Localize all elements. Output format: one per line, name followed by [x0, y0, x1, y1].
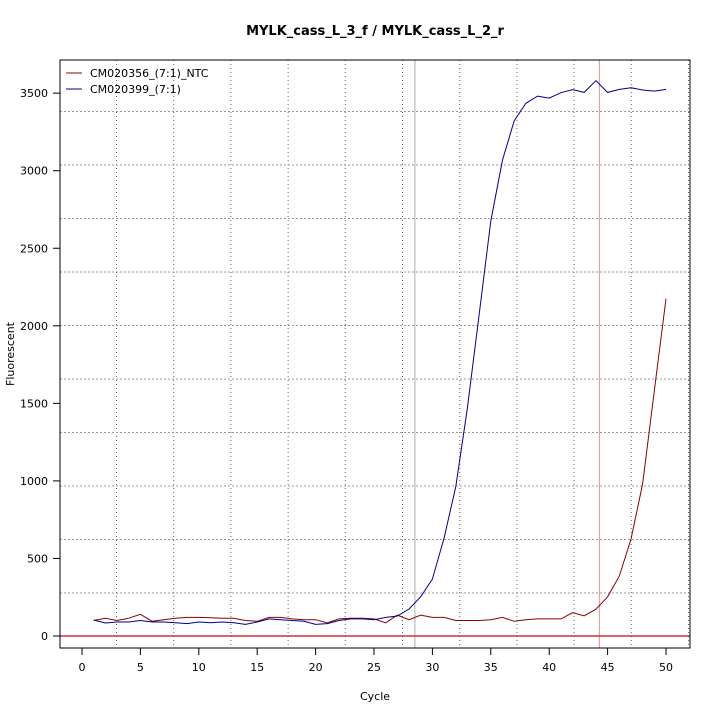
x-tick-label: 20	[309, 661, 323, 674]
x-tick-label: 45	[601, 661, 615, 674]
vertical-markers	[60, 60, 690, 648]
y-axis: 0 500 1000 1500 2000 2500 3000 3500	[20, 87, 60, 643]
y-tick-label: 2500	[20, 242, 48, 255]
y-tick-label: 500	[27, 552, 48, 565]
x-axis-title: Cycle	[360, 690, 390, 703]
chart-title: MYLK_cass_L_3_f / MYLK_cass_L_2_r	[246, 24, 504, 39]
series-line-0	[93, 298, 667, 624]
x-tick-label: 30	[425, 661, 439, 674]
x-tick-label: 50	[659, 661, 673, 674]
y-axis-title: Fluorescent	[4, 321, 17, 386]
x-tick-label: 35	[484, 661, 498, 674]
y-tick-label: 2000	[20, 320, 48, 333]
x-tick-label: 0	[79, 661, 86, 674]
x-axis: 0 5 10 15 20 25 30 35 40 45 50	[79, 647, 673, 674]
y-tick-label: 3000	[20, 165, 48, 178]
legend-label-1: CM020399_(7:1)	[90, 83, 181, 96]
y-tick-label: 1000	[20, 475, 48, 488]
x-tick-label: 5	[137, 661, 144, 674]
x-tick-label: 40	[542, 661, 556, 674]
series-line-1	[93, 79, 667, 625]
legend: CM020356_(7:1)_NTC CM020399_(7:1)	[66, 67, 209, 96]
legend-label-0: CM020356_(7:1)_NTC	[90, 67, 209, 80]
plot-frame	[59, 59, 691, 649]
y-tick-label: 3500	[20, 87, 48, 100]
y-tick-label: 1500	[20, 397, 48, 410]
grid	[60, 60, 690, 648]
x-tick-label: 10	[192, 661, 206, 674]
series-lines	[93, 79, 667, 625]
x-tick-label: 25	[367, 661, 381, 674]
y-tick-label: 0	[41, 630, 48, 643]
x-tick-label: 15	[250, 661, 264, 674]
